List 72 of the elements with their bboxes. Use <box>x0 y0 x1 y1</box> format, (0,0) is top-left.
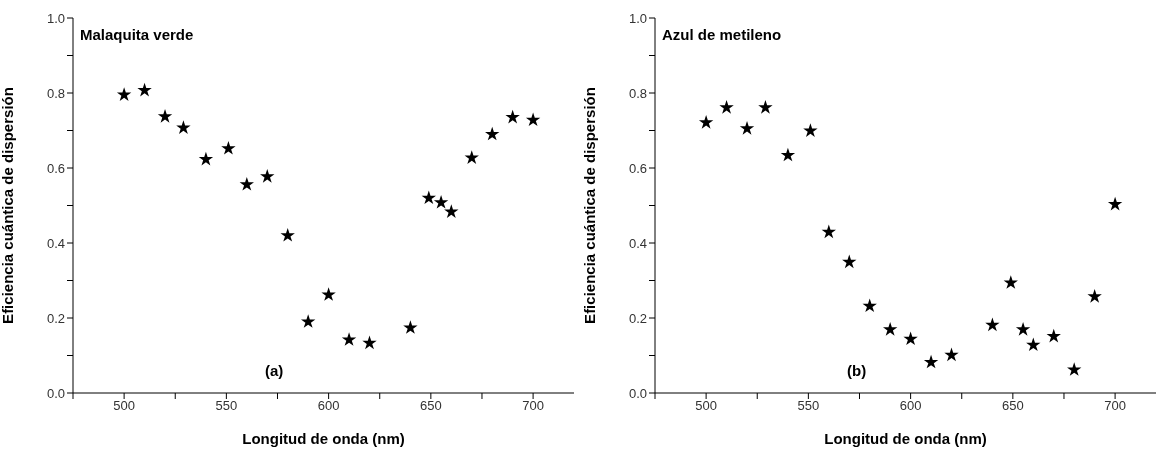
point <box>842 254 857 269</box>
y-tick-label: 0.4 <box>628 235 647 251</box>
point <box>698 115 714 129</box>
point <box>485 126 500 141</box>
point <box>758 100 773 114</box>
y-tick-label: 0.2 <box>46 310 65 326</box>
point <box>1026 337 1041 352</box>
point <box>821 224 836 239</box>
y-tick-label: 1.0 <box>628 10 647 26</box>
x-tick-label: 700 <box>1104 398 1126 414</box>
annotation: (b) <box>847 362 867 379</box>
point <box>1067 362 1082 376</box>
point <box>116 87 132 101</box>
x-tick-label: 500 <box>695 398 717 414</box>
x-tick-label: 600 <box>317 398 340 414</box>
point <box>862 298 877 313</box>
point <box>1003 275 1018 289</box>
y-tick-label: 0.4 <box>46 235 65 251</box>
point <box>505 109 520 124</box>
point <box>739 121 755 135</box>
point <box>221 140 236 155</box>
annotation: (a) <box>265 362 284 379</box>
y-tick-label: 0.8 <box>628 85 647 101</box>
text: Azul de metileno <box>662 26 782 43</box>
point <box>239 176 254 191</box>
point <box>803 123 818 137</box>
x-axis-title: Longitud de onda (nm) <box>242 430 405 447</box>
point <box>464 150 479 164</box>
point <box>1107 196 1123 211</box>
point <box>1046 328 1061 343</box>
text: Malaquita verde <box>80 26 194 43</box>
point <box>341 332 357 346</box>
point <box>780 147 796 162</box>
point <box>882 322 898 336</box>
x-axis-title: Longitud de onda (nm) <box>824 430 987 447</box>
y-tick-label: 1.0 <box>46 10 65 26</box>
point <box>176 120 191 134</box>
point <box>1015 322 1031 336</box>
point <box>403 320 418 334</box>
y-tick-label: 0.0 <box>628 385 647 401</box>
point <box>260 169 275 183</box>
point <box>444 204 459 218</box>
point <box>421 190 436 205</box>
point <box>157 109 173 123</box>
point <box>944 347 959 362</box>
point <box>985 317 1000 332</box>
y-tick-label: 0.0 <box>46 385 65 401</box>
point <box>198 151 214 166</box>
x-tick-label: 500 <box>113 398 135 414</box>
x-tick-label: 550 <box>215 398 238 414</box>
y-tick-label: 0.2 <box>628 310 647 326</box>
x-tick-label: 700 <box>522 398 544 414</box>
point <box>300 314 316 328</box>
point <box>903 331 918 346</box>
point <box>719 100 734 114</box>
y-tick-label: 0.8 <box>46 85 65 101</box>
x-tick-label: 550 <box>797 398 820 414</box>
point <box>525 112 541 127</box>
point <box>280 227 295 242</box>
y-tick-label: 0.6 <box>628 160 647 176</box>
x-tick-label: 600 <box>899 398 922 414</box>
y-tick-label: 0.6 <box>46 160 65 176</box>
point <box>433 194 449 209</box>
x-tick-label: 650 <box>1002 398 1024 414</box>
point <box>137 82 152 97</box>
x-tick-label: 650 <box>420 398 442 414</box>
point <box>321 287 336 301</box>
point <box>1087 289 1102 303</box>
point <box>362 335 377 350</box>
y-axis-title: Eficiencia cuántica de dispersión <box>581 87 599 324</box>
point <box>923 354 939 369</box>
y-axis-title: Eficiencia cuántica de dispersión <box>0 87 17 324</box>
